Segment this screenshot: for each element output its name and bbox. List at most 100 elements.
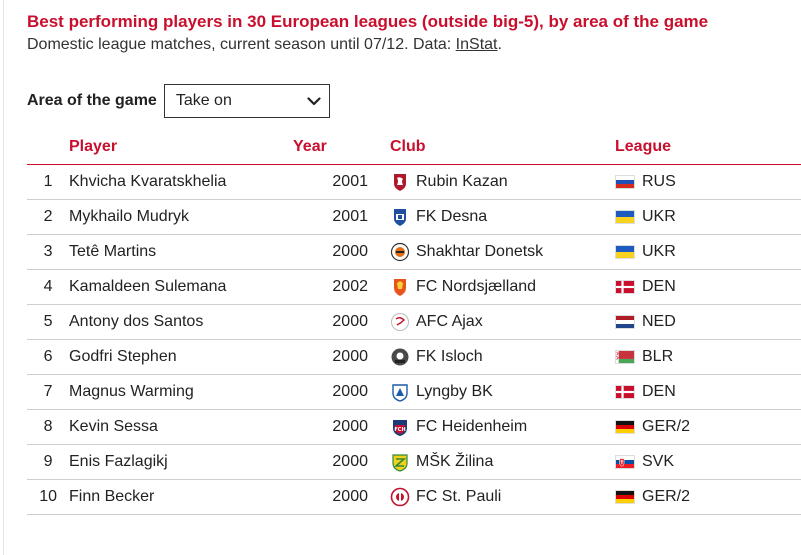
- germany-flag-icon: [615, 490, 635, 504]
- player-cell: Godfri Stephen: [69, 339, 293, 375]
- rank-cell: 5: [27, 304, 69, 340]
- rank-cell: 6: [27, 339, 69, 375]
- fc-heidenheim-crest-icon: FCH: [393, 420, 407, 436]
- fc-st-pauli-crest-icon: [390, 487, 410, 507]
- year-cell: 2002: [293, 269, 390, 305]
- table-row: 5 Antony dos Santos 2000 AFC Ajax NED: [27, 304, 801, 340]
- instat-link[interactable]: InStat: [455, 36, 498, 53]
- player-cell: Mykhailo Mudryk: [69, 199, 293, 235]
- league-cell: NED: [615, 304, 801, 340]
- club-name: MŠK Žilina: [416, 453, 494, 470]
- league-cell: GER/2: [615, 409, 801, 445]
- club-header[interactable]: Club: [390, 130, 615, 165]
- club-name: FK Isloch: [416, 348, 483, 365]
- area-select[interactable]: Take on: [163, 84, 330, 118]
- year-cell: 2000: [293, 409, 390, 445]
- club-cell: Lyngby BK: [390, 374, 615, 410]
- league-code: GER/2: [642, 418, 691, 435]
- league-code: UKR: [642, 208, 676, 225]
- rank-value: 8: [43, 418, 53, 435]
- netherlands-flag-icon: [615, 315, 635, 329]
- club-cell: FK Isloch: [390, 339, 615, 375]
- rubin-kazan-crest-icon: [394, 174, 406, 191]
- league-code: BLR: [642, 348, 674, 365]
- league-code: GER/2: [642, 488, 691, 505]
- year-cell: 2000: [293, 234, 390, 270]
- player-cell: Tetê Martins: [69, 234, 293, 270]
- players-table: Player Year Club League 1 Khvicha Kvarat…: [27, 130, 801, 515]
- league-cell: SVK: [615, 444, 801, 480]
- club-name: FC St. Pauli: [416, 488, 502, 505]
- club-cell: MŠK Žilina: [390, 444, 615, 480]
- ukraine-flag-icon: [615, 210, 635, 224]
- table-row: 9 Enis Fazlagikj 2000 MŠK Žilina SVK: [27, 444, 801, 480]
- league-code: DEN: [642, 383, 676, 400]
- league-code: RUS: [642, 173, 676, 190]
- area-filter-label: Area of the game: [27, 92, 157, 109]
- belarus-flag-icon: [615, 350, 635, 364]
- league-cell: GER/2: [615, 479, 801, 515]
- rank-cell: 1: [27, 164, 69, 200]
- subtitle-period: .: [497, 36, 502, 53]
- year-cell: 2001: [293, 199, 390, 235]
- league-code: UKR: [642, 243, 676, 260]
- league-cell: UKR: [615, 199, 801, 235]
- player-header[interactable]: Player: [69, 130, 293, 165]
- rank-value: 4: [43, 278, 53, 295]
- table-header-row: Player Year Club League: [27, 130, 801, 165]
- rank-cell: 3: [27, 234, 69, 270]
- league-header[interactable]: League: [615, 130, 801, 165]
- club-name: FC Heidenheim: [416, 418, 528, 435]
- table-row: 10 Finn Becker 2000 FC St. Pauli GER/2: [27, 479, 801, 515]
- year-cell: 2000: [293, 304, 390, 340]
- rank-value: 1: [43, 173, 53, 190]
- year-header[interactable]: Year: [293, 130, 390, 165]
- club-cell: FC St. Pauli: [390, 479, 615, 515]
- table-row: 3 Tetê Martins 2000 Shakhtar Donetsk UKR: [27, 234, 801, 270]
- page-title: Best performing players in 30 European l…: [27, 12, 709, 31]
- club-name: Shakhtar Donetsk: [416, 243, 544, 260]
- rank-value: 5: [43, 313, 53, 330]
- afc-ajax-crest-icon: [391, 313, 409, 331]
- table-row: 8 Kevin Sessa 2000 FCH FC Heidenheim GER/2: [27, 409, 801, 445]
- club-name: Rubin Kazan: [416, 173, 508, 190]
- league-cell: RUS: [615, 164, 801, 200]
- club-cell: Shakhtar Donetsk: [390, 234, 615, 270]
- league-cell: BLR: [615, 339, 801, 375]
- fk-desna-crest-icon: [394, 209, 406, 226]
- player-cell: Magnus Warming: [69, 374, 293, 410]
- rank-value: 10: [39, 488, 57, 505]
- year-cell: 2001: [293, 164, 390, 200]
- table-row: 4 Kamaldeen Sulemana 2002 FC Nordsjælland D…: [27, 269, 801, 305]
- fk-isloch-crest-icon: [391, 348, 409, 366]
- player-cell: Khvicha Kvaratskhelia: [69, 164, 293, 200]
- rank-cell: 7: [27, 374, 69, 410]
- subtitle-text: Domestic league matches, current season …: [27, 36, 456, 53]
- table-row: 2 Mykhailo Mudryk 2001 FK Desna UKR: [27, 199, 801, 235]
- chevron-down-icon: [307, 96, 321, 105]
- fc-nordsjaelland-crest-icon: [394, 279, 406, 296]
- svg-text:FCH: FCH: [394, 427, 405, 433]
- rank-value: 7: [43, 383, 53, 400]
- left-divider: [3, 0, 4, 555]
- club-name: FK Desna: [416, 208, 488, 225]
- club-cell: FK Desna: [390, 199, 615, 235]
- rank-cell: 2: [27, 199, 69, 235]
- area-select-value: Take on: [175, 92, 232, 109]
- player-cell: Kevin Sessa: [69, 409, 293, 445]
- area-filter: Area of the game Take on: [27, 83, 330, 119]
- year-cell: 2000: [293, 479, 390, 515]
- league-code: NED: [642, 313, 676, 330]
- table-row: 6 Godfri Stephen 2000 FK Isloch BLR: [27, 339, 801, 375]
- club-name: AFC Ajax: [416, 313, 483, 330]
- player-cell: Finn Becker: [69, 479, 293, 515]
- rank-value: 9: [43, 453, 53, 470]
- rank-cell: 10: [27, 479, 69, 515]
- club-cell: FCH FC Heidenheim: [390, 409, 615, 445]
- germany-flag-icon: [615, 420, 635, 434]
- slovakia-flag-icon: [615, 455, 635, 469]
- ukraine-flag-icon: [615, 245, 635, 259]
- player-cell: Antony dos Santos: [69, 304, 293, 340]
- table-row: 1 Khvicha Kvaratskhelia 2001 Rubin Kazan RU…: [27, 164, 801, 200]
